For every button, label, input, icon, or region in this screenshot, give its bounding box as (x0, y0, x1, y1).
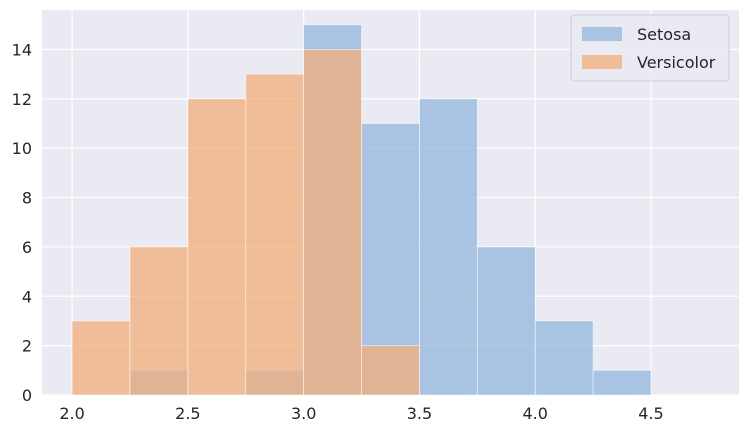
bar-versicolor (71, 320, 131, 396)
x-tick-label: 3.0 (291, 404, 316, 423)
bar-setosa (419, 98, 478, 396)
y-tick-label: 0 (22, 386, 32, 405)
legend-label-versicolor: Versicolor (637, 53, 716, 72)
legend-swatch-versicolor (582, 55, 622, 69)
y-tick-label: 4 (22, 287, 32, 306)
bar-setosa (592, 369, 652, 396)
bar-versicolor (129, 246, 189, 396)
x-tick-labels: 2.0 2.5 3.0 3.5 4.0 4.5 (59, 404, 663, 423)
legend: Setosa Versicolor (570, 14, 730, 82)
bar-versicolor (361, 345, 420, 396)
y-tick-label: 10 (12, 139, 32, 158)
y-tick-labels: 0 2 4 6 8 10 12 14 (12, 40, 32, 405)
x-tick-label: 2.0 (59, 404, 84, 423)
y-tick-label: 12 (12, 90, 32, 109)
bar-setosa (534, 320, 594, 396)
bar-setosa (476, 246, 536, 396)
bar-versicolor (245, 73, 305, 396)
bar-versicolor (303, 49, 362, 396)
y-tick-label: 6 (22, 238, 32, 257)
x-tick-label: 4.5 (638, 404, 663, 423)
bar-versicolor (187, 98, 247, 396)
x-tick-label: 4.0 (522, 404, 547, 423)
legend-label-setosa: Setosa (637, 25, 691, 44)
legend-swatch-setosa (582, 27, 622, 41)
x-tick-label: 3.5 (407, 404, 432, 423)
y-tick-label: 2 (22, 337, 32, 356)
y-tick-label: 8 (22, 189, 32, 208)
y-tick-label: 14 (12, 40, 32, 59)
bars-versicolor (71, 49, 420, 396)
x-tick-label: 2.5 (175, 404, 200, 423)
